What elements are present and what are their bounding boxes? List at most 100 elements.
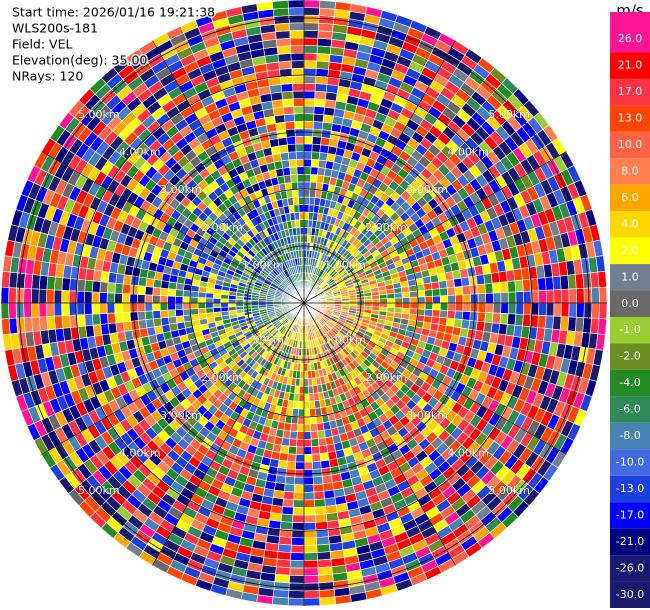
radar-cell xyxy=(291,75,305,84)
radar-cell xyxy=(439,309,449,319)
radar-cell xyxy=(453,277,463,288)
radar-cell xyxy=(552,315,562,331)
radar-cell xyxy=(475,320,486,332)
radar-cell xyxy=(522,314,532,328)
radar-cell xyxy=(315,536,330,546)
header-line: NRays: 120 xyxy=(12,69,83,84)
radar-cell xyxy=(293,204,300,213)
radar-cell xyxy=(303,7,320,16)
radar-cell xyxy=(311,445,321,455)
radar-cell xyxy=(309,423,318,432)
radar-cell xyxy=(61,302,70,317)
radar-cell xyxy=(175,289,184,298)
ring-label: 3.00km xyxy=(160,409,202,422)
radar-cell xyxy=(106,302,116,314)
radar-cell xyxy=(379,302,388,308)
radar-cell xyxy=(553,302,562,317)
radar-cell xyxy=(303,491,315,501)
radar-cell xyxy=(316,543,331,553)
radar-cell xyxy=(122,311,132,323)
radar-cell xyxy=(308,400,316,410)
radar-cell xyxy=(91,291,101,304)
radar-cell xyxy=(290,415,299,425)
radar-cell xyxy=(15,302,25,319)
radar-cell xyxy=(313,483,325,493)
radar-cell xyxy=(145,318,155,329)
colorbar-label: 2.0 xyxy=(621,244,639,257)
radar-cell xyxy=(394,302,403,309)
radar-cell xyxy=(303,98,316,107)
radar-cell xyxy=(277,136,288,147)
radar-cell xyxy=(220,302,229,308)
radar-cell xyxy=(152,286,162,296)
radar-cell xyxy=(290,174,299,183)
radar-cell xyxy=(212,302,222,309)
radar-cell xyxy=(303,340,307,349)
radar-cell xyxy=(303,82,316,92)
radar-cell xyxy=(492,292,502,304)
radar-cell xyxy=(303,484,315,493)
radar-cell xyxy=(567,274,577,290)
radar-cell xyxy=(53,289,63,304)
radar-cell xyxy=(313,113,325,123)
radar-cell xyxy=(38,316,49,332)
radar-cell xyxy=(205,307,214,314)
radar-cell xyxy=(284,475,296,485)
radar-cell xyxy=(298,204,305,213)
radar-cell xyxy=(311,453,321,463)
radar-cell xyxy=(295,227,301,236)
radar-cell xyxy=(318,151,329,162)
radar-cell xyxy=(454,310,464,320)
radar-cell xyxy=(296,158,305,168)
radar-cell xyxy=(303,431,312,440)
radar-cell xyxy=(303,378,309,387)
radar-cell xyxy=(439,302,449,311)
radar-cell xyxy=(137,276,148,287)
radar-cell xyxy=(303,158,312,168)
radar-cell xyxy=(460,319,471,330)
radar-cell xyxy=(282,498,295,508)
radar-cell xyxy=(537,314,547,329)
radar-cell xyxy=(114,302,123,314)
radar-cell xyxy=(292,82,305,92)
radar-cell xyxy=(167,302,176,311)
radar-cell xyxy=(409,302,418,310)
radar-cell xyxy=(313,98,326,108)
radar-cell xyxy=(447,294,456,304)
radar-cell xyxy=(299,219,305,228)
radar-cell xyxy=(303,393,310,402)
radar-cell xyxy=(288,582,305,592)
radar-cell xyxy=(152,302,161,312)
radar-cell xyxy=(303,438,312,448)
radar-cell xyxy=(303,211,310,221)
radar-cell xyxy=(182,296,191,304)
radar-cell xyxy=(287,445,297,455)
radar-cell xyxy=(311,460,322,470)
radar-cell xyxy=(446,310,456,320)
radar-cell xyxy=(290,60,305,69)
radar-cell xyxy=(275,121,287,132)
radar-cell xyxy=(314,407,323,417)
radar-cell xyxy=(477,302,487,313)
radar-cell xyxy=(46,275,56,291)
radar-cell xyxy=(287,0,305,9)
radar-cell xyxy=(290,181,299,191)
radar-cell xyxy=(293,484,305,493)
colorbar-label: 0.0 xyxy=(621,297,639,310)
radar-cell xyxy=(492,302,502,314)
radar-cell xyxy=(470,302,479,313)
radar-cell xyxy=(499,312,509,325)
radar-cell xyxy=(279,75,293,85)
colorbar-label: -13.0 xyxy=(616,482,644,495)
radar-cell xyxy=(507,291,517,304)
radar-cell xyxy=(310,158,320,168)
radar-cell xyxy=(296,173,305,183)
radar-cell xyxy=(297,189,305,198)
radar-cell xyxy=(152,310,162,320)
radar-cell xyxy=(303,196,310,206)
radar-cell xyxy=(280,83,294,93)
radar-cell xyxy=(175,308,184,317)
colorbar: m/s26.021.017.013.010.08.06.04.02.01.00.… xyxy=(610,2,650,608)
radar-cell xyxy=(409,296,418,304)
